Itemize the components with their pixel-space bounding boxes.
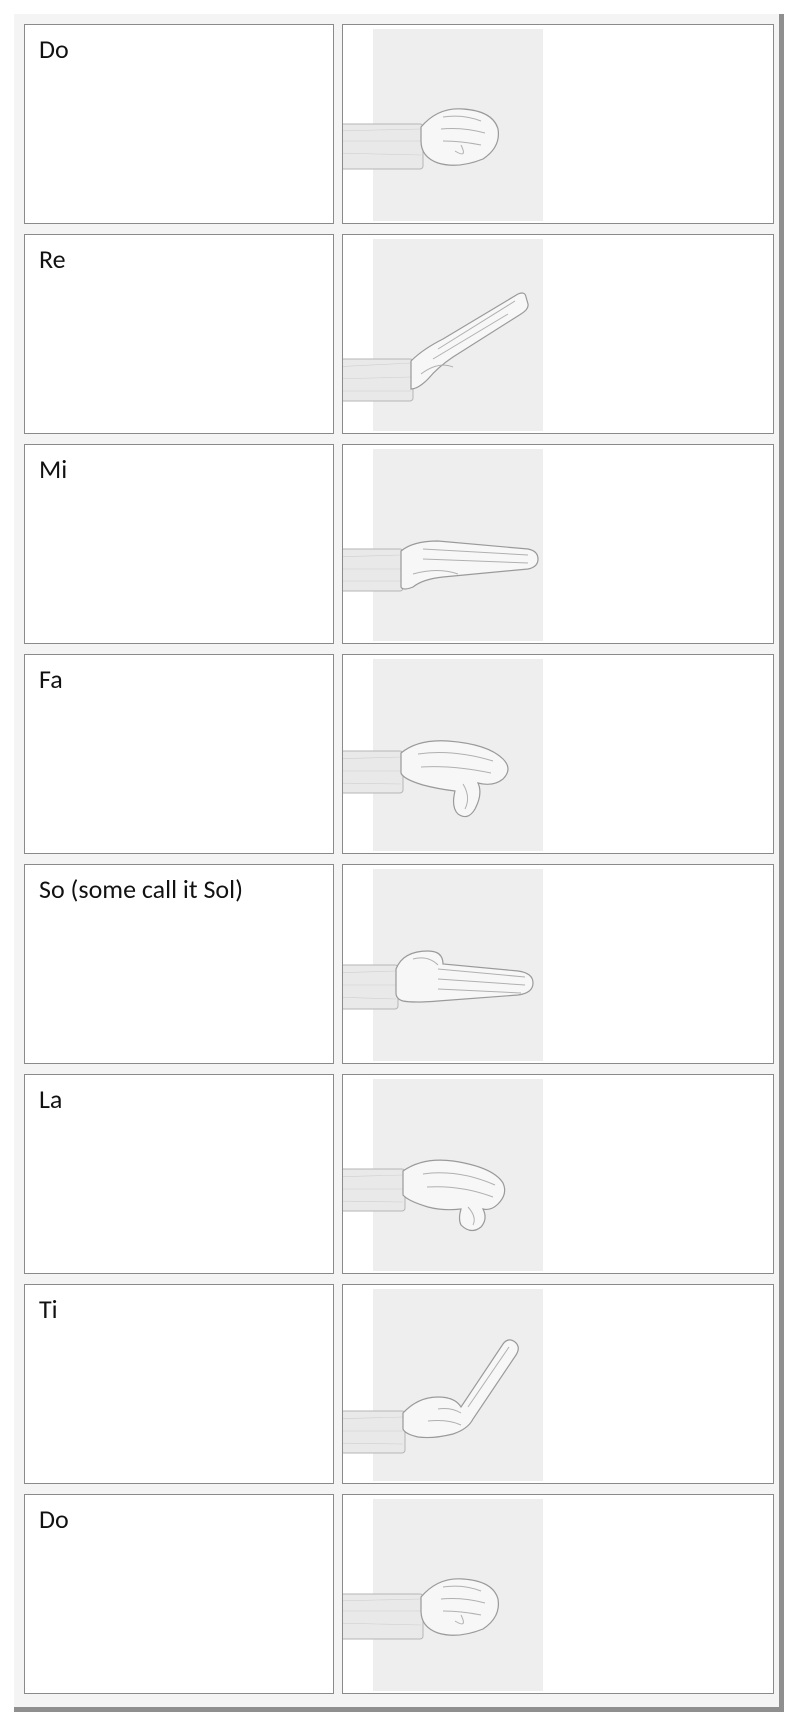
table-row-image — [342, 234, 774, 434]
note-label: Do — [39, 1503, 69, 1535]
table-row-image — [342, 1074, 774, 1274]
table-row-label: La — [24, 1074, 334, 1274]
table-row-label: Do — [24, 1494, 334, 1694]
table-row-image — [342, 654, 774, 854]
table-row-label: Ti — [24, 1284, 334, 1484]
hand-sign-fa — [373, 659, 543, 851]
note-label: Ti — [39, 1293, 58, 1325]
table-row-label: Do — [24, 24, 334, 224]
hand-sign-do — [373, 1499, 543, 1691]
note-label: La — [39, 1083, 62, 1115]
hand-sign-ti — [373, 1289, 543, 1481]
note-label: So (some call it Sol) — [39, 873, 243, 905]
solfege-table: Do — [24, 24, 769, 1694]
table-row-label: Fa — [24, 654, 334, 854]
hand-sign-re — [373, 239, 543, 431]
hand-sign-do — [373, 29, 543, 221]
hand-sign-so — [373, 869, 543, 1061]
table-row-image — [342, 1284, 774, 1484]
hand-sign-mi — [373, 449, 543, 641]
table-row-image — [342, 864, 774, 1064]
note-label: Do — [39, 33, 69, 65]
table-row-label: So (some call it Sol) — [24, 864, 334, 1064]
table-row-image — [342, 444, 774, 644]
note-label: Re — [39, 243, 66, 275]
note-label: Fa — [39, 663, 63, 695]
table-frame: Do — [14, 14, 784, 1712]
table-row-image — [342, 1494, 774, 1694]
table-row-label: Re — [24, 234, 334, 434]
hand-sign-la — [373, 1079, 543, 1271]
table-row-image — [342, 24, 774, 224]
note-label: Mi — [39, 453, 67, 485]
page: Do — [0, 0, 800, 1728]
table-row-label: Mi — [24, 444, 334, 644]
